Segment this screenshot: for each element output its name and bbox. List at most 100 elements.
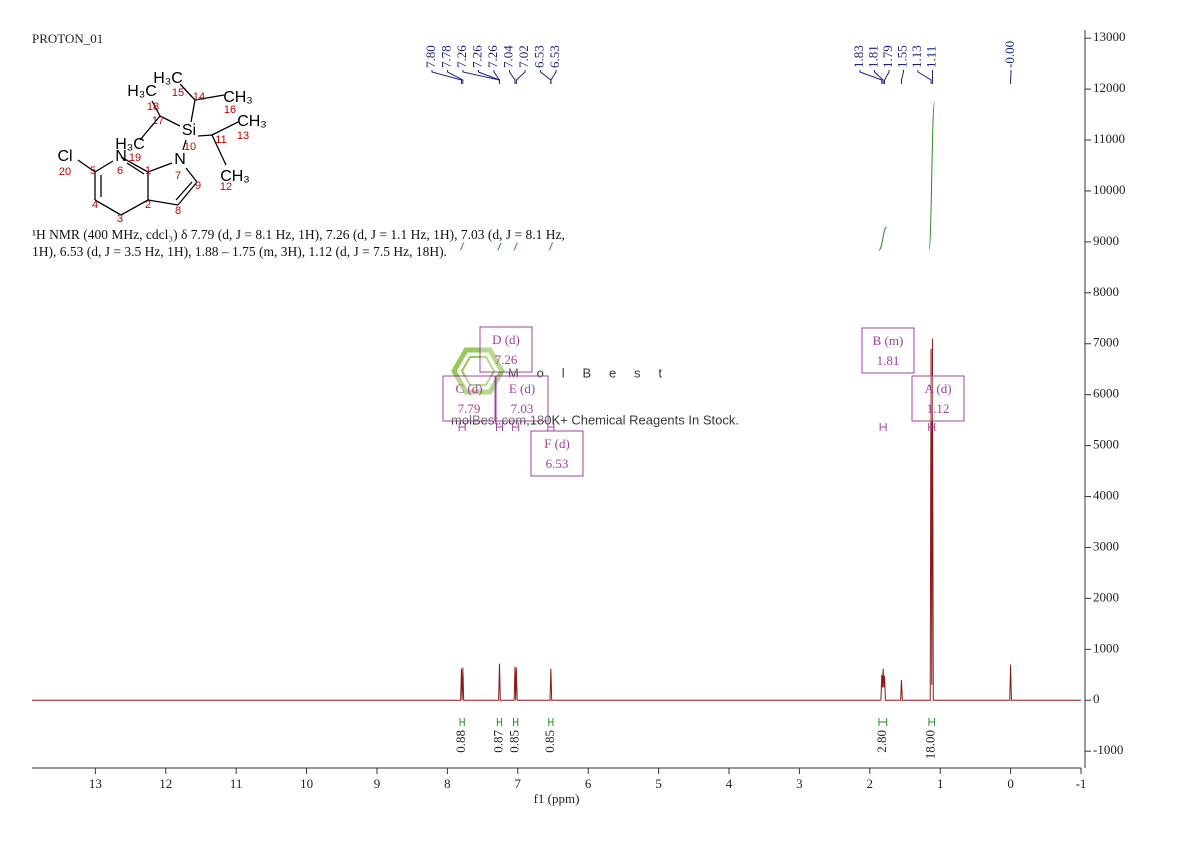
bond: [182, 139, 187, 151]
atom-locant: 7: [175, 170, 181, 182]
watermark-tagline: molBest.com,180K+ Chemical Reagents In S…: [451, 412, 739, 427]
peak-label: 7.26: [454, 45, 469, 68]
atom-locant: 8: [175, 205, 181, 217]
multiplet-shift: 7.03: [511, 401, 534, 416]
peak-connector: [478, 70, 500, 84]
bond: [120, 156, 149, 173]
bond: [185, 167, 198, 183]
integral-bracket: [928, 718, 936, 726]
multiplet-box: [495, 375, 549, 422]
atom-locant: 4: [92, 199, 98, 211]
y-tick-label: 8000: [1093, 284, 1119, 299]
multiplet-marker: [495, 423, 503, 431]
peak-label: 7.02: [516, 45, 531, 68]
x-tick-label: 6: [585, 776, 592, 791]
x-tick-label: 3: [796, 776, 803, 791]
bond: [177, 181, 198, 206]
bond: [211, 121, 239, 136]
y-tick-label: 3000: [1093, 538, 1119, 553]
integral-label: 0.85: [507, 730, 522, 753]
y-tick-label: 7000: [1093, 335, 1119, 350]
x-tick-label: 9: [374, 776, 381, 791]
y-tick-label: 10000: [1093, 182, 1126, 197]
atom-locant: 9: [195, 180, 201, 192]
integral-curve: [459, 242, 465, 251]
bond: [190, 99, 196, 123]
integral-bracket: [548, 718, 554, 726]
multiplet-shift: 7.79: [458, 401, 481, 416]
y-tick-label: 4000: [1093, 488, 1119, 503]
atom-label: H₃C: [127, 83, 157, 100]
peak-label: 1.79: [880, 45, 895, 68]
integral-curve: [928, 101, 936, 251]
multiplet-shift: 6.53: [546, 456, 569, 471]
atom-locant: 17: [152, 115, 164, 127]
integral-label: 2.80: [874, 730, 889, 753]
peak-label: -0.00: [1002, 41, 1017, 68]
y-tick-label: 13000: [1093, 29, 1126, 44]
x-tick-label: 10: [300, 776, 313, 791]
x-tick-label: 0: [1007, 776, 1014, 791]
peak-connector: [431, 70, 462, 84]
y-tick-label: 0: [1093, 691, 1100, 706]
y-tick-label: 2000: [1093, 589, 1119, 604]
multiplet-box: [479, 326, 533, 373]
multiplet-label: A (d): [924, 381, 951, 396]
x-tick-label: 1: [937, 776, 944, 791]
multiplet-label: F (d): [544, 436, 570, 451]
multiplet-shift: 7.26: [495, 352, 518, 367]
atom-label: CH₃: [237, 113, 267, 130]
peak-label: 1.81: [865, 45, 880, 68]
multiplet-shift: 1.12: [927, 401, 950, 416]
integral-curve: [548, 242, 554, 251]
atom-locant: 12: [220, 181, 232, 193]
integral-label: 0.87: [490, 730, 505, 753]
atom-locant: 6: [117, 165, 123, 177]
bond: [194, 94, 225, 101]
x-tick-label: 5: [655, 776, 662, 791]
x-tick-label: 13: [89, 776, 102, 791]
atom-label: H₃C: [153, 70, 183, 87]
peak-label: 1.13: [909, 45, 924, 68]
x-tick-label: 12: [159, 776, 172, 791]
peak-label: 6.53: [547, 45, 562, 68]
atom-label: H₃C: [115, 136, 145, 153]
multiplet-shift: 1.81: [877, 353, 900, 368]
atom-label: N: [115, 148, 127, 165]
y-tick-label: 1000: [1093, 640, 1119, 655]
x-tick-label: 8: [444, 776, 451, 791]
bond: [159, 115, 181, 127]
y-tick-label: 12000: [1093, 80, 1126, 95]
title: PROTON_01: [32, 31, 103, 46]
multiplet-box: [530, 430, 584, 477]
peak-connector: [493, 70, 500, 84]
atom-label: Cl: [57, 148, 72, 165]
multiplet-label: D (d): [492, 332, 520, 347]
integral-bracket: [878, 718, 888, 726]
nmr-description: ¹H NMR (400 MHz, cdcl₃) δ 7.79 (d, J = 8…: [32, 227, 565, 259]
integral-label: 0.85: [542, 730, 557, 753]
x-tick-label: 4: [726, 776, 733, 791]
peak-label: 1.55: [894, 45, 909, 68]
atom-locant: 20: [59, 166, 71, 178]
atom-locant: 18: [147, 101, 159, 113]
bond: [139, 115, 161, 141]
atom-locant: 2: [145, 199, 151, 211]
multiplet-label: E (d): [509, 381, 535, 396]
bond: [147, 199, 179, 206]
atom-locant: 16: [224, 104, 236, 116]
integral-label: 0.88: [453, 730, 468, 753]
atom-locant: 11: [215, 134, 226, 146]
x-tick-label: -1: [1076, 776, 1087, 791]
bond: [179, 83, 196, 101]
bond: [77, 159, 96, 173]
y-tick-label: 11000: [1093, 131, 1125, 146]
peak-connector: [447, 70, 464, 84]
x-tick-label: 7: [515, 776, 522, 791]
atom-locant: 15: [172, 87, 184, 99]
atom-locant: 3: [117, 213, 123, 225]
peak-connector: [509, 70, 516, 84]
peak-connector: [515, 70, 526, 84]
integral-bracket: [496, 718, 503, 726]
